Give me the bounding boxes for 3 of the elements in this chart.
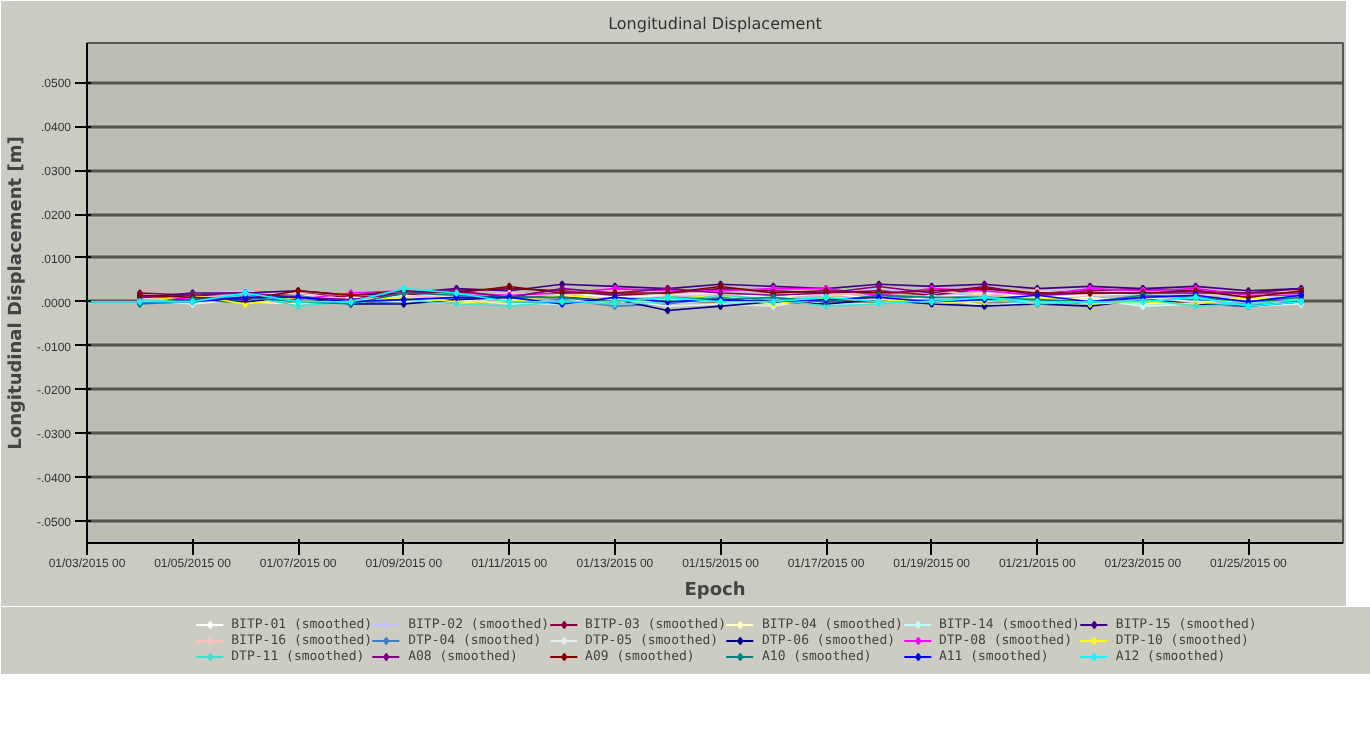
chart-title: Longitudinal Displacement: [608, 15, 822, 33]
y-axis-title: Longitudinal Displacement [m]: [6, 136, 27, 450]
x-axis-title: Epoch: [684, 581, 746, 601]
